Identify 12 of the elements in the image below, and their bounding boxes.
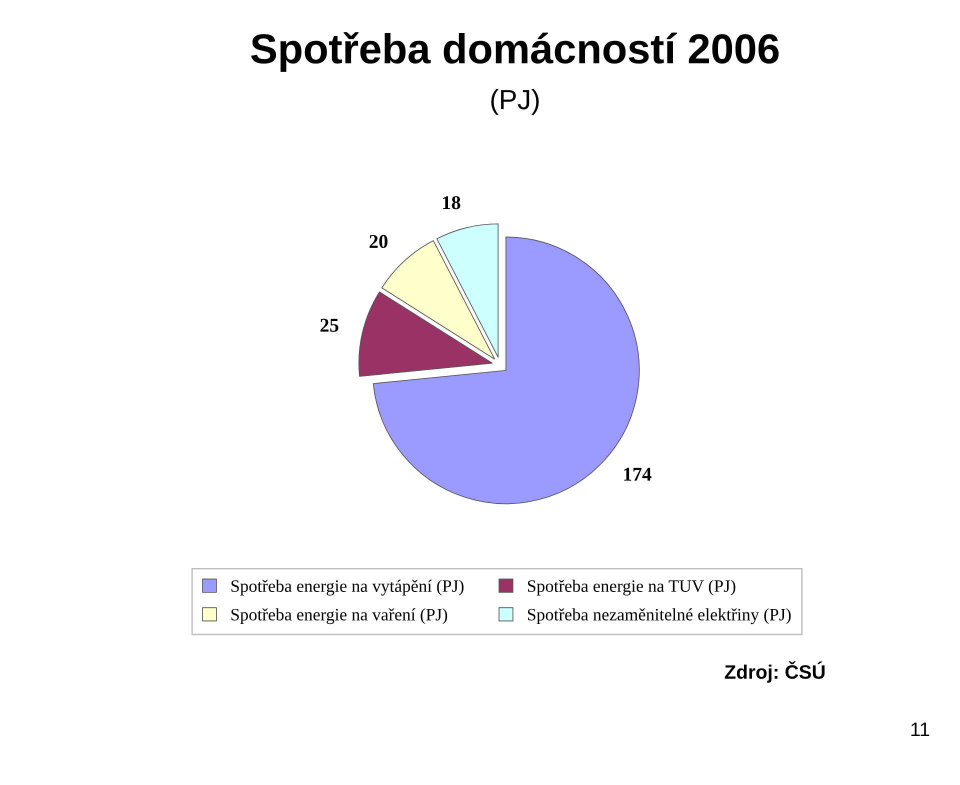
data-label: 174 <box>624 468 652 481</box>
text: 11 <box>911 722 930 736</box>
chart-title: Spotřeba domácností 2006 <box>251 32 779 72</box>
data-label: 18 <box>443 196 460 210</box>
legend-label: Spotřeba energie na vytápění (PJ) <box>231 580 464 596</box>
data-label: 25 <box>320 318 338 332</box>
legend-label: Spotřeba energie na vaření (PJ) <box>231 608 448 624</box>
chart-subtitle: (PJ) <box>491 89 539 115</box>
legend-label: Spotřeba energie na TUV (PJ) <box>528 580 736 596</box>
data-label: 20 <box>370 234 388 248</box>
legend-label: Spotřeba nezaměnitelné elektřiny (PJ) <box>528 608 791 624</box>
text: Zdroj: ČSÚ <box>724 661 825 683</box>
